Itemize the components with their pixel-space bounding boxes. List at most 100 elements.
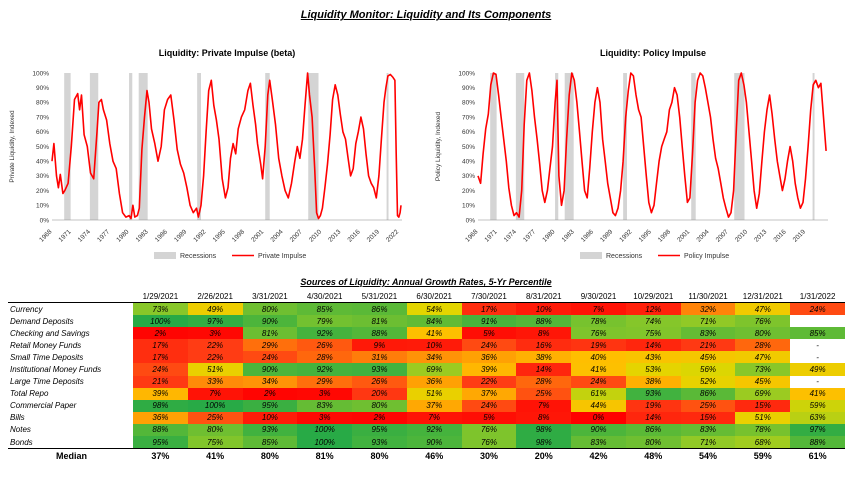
row-label: Checking and Savings [10,328,90,338]
chart0-x-tick-label: 1995 [212,228,227,243]
chart0-x-tick-label: 1977 [96,228,111,243]
chart0-x-tick-label: 1980 [115,228,130,243]
table-cell: 19% [571,339,626,352]
table-cell: 41% [571,363,626,376]
table-cell: 34% [406,351,462,364]
table-cell: 76% [461,423,517,437]
table-cell: 24% [571,375,626,388]
table-row: Bills 36% 25% 10% 3% 2% 7% 5% 8% 0% 14% 15% 51% 63% [8,411,845,424]
chart1-y-tick-label: 0% [466,217,476,224]
table-cell: 38% [516,351,572,364]
table-cell: 28% [516,375,572,388]
table-cell: 71% [680,436,736,449]
table-cell: 41% [406,327,462,340]
table-row: Commercial Paper 98% 100% 95% 83% 80% 37% 24% 7%… [8,399,845,412]
table-cell: 52% [680,375,736,388]
chart1-x-tick-label: 1983 [561,228,576,243]
table-cell: 14% [625,411,681,424]
table-cell: 25% [680,399,736,412]
table-cell: 68% [735,436,791,449]
table-row: Large Time Deposits 21% 33% 34% 29% 26% 36% 22%… [8,375,845,388]
chart0-title: Liquidity: Private Impulse (beta) [159,48,296,58]
row-label: Notes [10,425,31,435]
table-row: Retail Money Funds 17% 22% 29% 26% 9% 10% 24% 16… [8,339,845,352]
table-cell: 28% [735,339,791,352]
table-cell: 47% [735,351,791,364]
chart1-y-tick-label: 80% [462,100,475,107]
chart1-x-tick-label: 1998 [657,228,672,243]
chart0-y-tick-label: 90% [36,85,49,92]
table-cell: 17% [461,302,517,316]
table-cell: 26% [352,375,407,388]
table-cell: 2% [242,387,298,400]
table-cell: 10% [516,302,572,316]
table-row: Bonds 95% 75% 85% 100% 93% 90% 76% 98% 83% 80% 71% 6… [8,436,845,449]
table-cell: 29% [242,339,298,352]
table-cell: 37% [406,399,462,412]
median-label: Median [8,448,133,464]
table-cell: 32% [680,302,736,316]
chart1-y-tick-label: 10% [462,203,475,210]
table-cell: 73% [735,363,791,376]
table-cell: 85% [297,302,353,316]
table-cell: 43% [625,351,681,364]
chart0-y-tick-label: 60% [36,129,49,136]
table-cell: 25% [516,387,572,400]
table-cell: 33% [187,375,243,388]
table-row: Small Time Deposits 17% 22% 24% 28% 31% 34% 36%… [8,351,845,364]
chart0-x-tick-label: 2004 [269,228,284,243]
table-cell: 95% [352,423,407,437]
chart1-x-tick-label: 2001 [676,228,691,243]
chart0-recession-band-0 [64,73,71,220]
column-header: 1/29/2021 [133,290,188,303]
table-cell: 26% [297,339,353,352]
table-cell: 79% [297,315,353,328]
chart0-legend-label-series: Private Impulse [258,253,306,260]
table-cell: 45% [680,351,736,364]
row-label: Bills [10,413,25,423]
table-cell: 21% [680,339,736,352]
column-header: 7/30/2021 [461,290,517,303]
chart0-x-tick-label: 1992 [192,228,207,243]
table-cell: 24% [133,363,188,376]
chart1-y-tick-label: 90% [462,85,475,92]
chart1-recession-band-2 [555,73,559,220]
table-cell: 98% [516,436,572,449]
table-cell: 100% [187,399,243,412]
column-header: 11/30/2021 [680,290,736,303]
table-cell: 81% [352,315,407,328]
chart1-y-tick-label: 100% [458,70,475,77]
table-cell: 78% [735,423,791,437]
median-cell: 54% [680,448,736,464]
table-cell: 92% [406,423,462,437]
table-cell: 93% [352,363,407,376]
table-cell: 8% [516,327,572,340]
table-cell: 69% [735,387,791,400]
table-cell: 80% [625,436,681,449]
table-cell: 84% [406,315,462,328]
chart0-y-tick-label: 80% [36,100,49,107]
table-cell: 80% [352,399,407,412]
table-cell: 8% [516,411,572,424]
chart1-title: Liquidity: Policy Impulse [600,48,706,58]
chart1-x-tick-label: 1992 [618,228,633,243]
table-cell: 22% [187,339,243,352]
table-cell: 95% [242,399,298,412]
chart1-recession-band-3 [564,73,574,220]
chart0-recession-band-2 [129,73,133,220]
table-cell: 59% [790,399,845,412]
table-cell: 98% [133,399,188,412]
table-cell: 28% [297,351,353,364]
table-cell: 22% [187,351,243,364]
median-cell: 42% [571,448,626,464]
median-cell: 41% [187,448,243,464]
table-cell: 24% [242,351,298,364]
table-cell: 83% [571,436,626,449]
private-impulse-chart: Liquidity: Private Impulse (beta) 0% 10% 20… [9,48,402,260]
chart1-recession-band-7 [812,73,815,220]
chart0-x-tick-label: 1989 [173,228,188,243]
median-cell: 37% [133,448,188,464]
table-cell: 63% [790,411,845,424]
table-cell: 37% [461,387,517,400]
median-cell: 46% [406,448,462,464]
